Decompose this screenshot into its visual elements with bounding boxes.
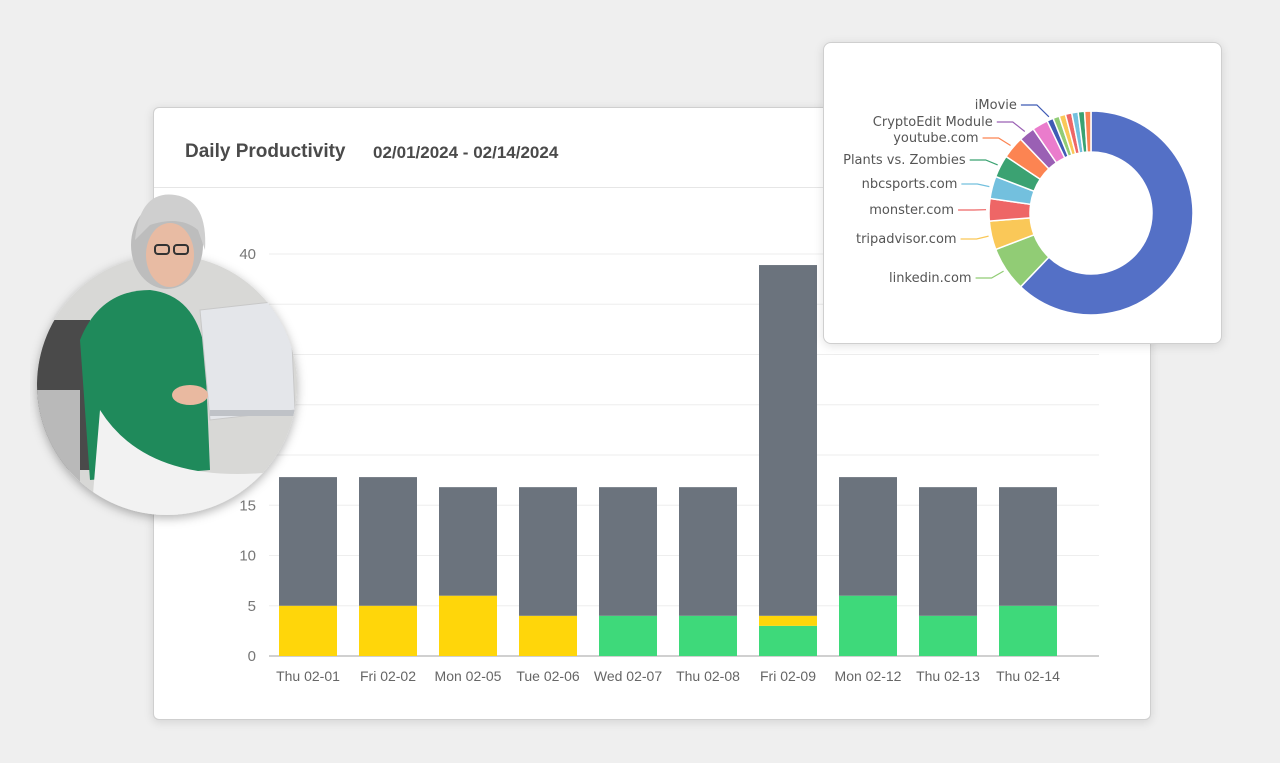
- app-usage-donut-card: linkedin.com tripadvisor.com monster.com nb…: [823, 42, 1222, 344]
- date-range[interactable]: 02/01/2024 - 02/14/2024: [373, 143, 559, 162]
- x-tick-label: Mon 02-05: [435, 668, 502, 684]
- user-photo: [37, 194, 297, 515]
- x-tick-label: Thu 02-08: [676, 668, 740, 684]
- slice-label: CryptoEdit Module: [873, 115, 993, 130]
- bar-segment[interactable]: [839, 477, 897, 596]
- slice-label: iMovie: [975, 98, 1017, 113]
- label-leader-line: [1020, 104, 1050, 118]
- label-leader-line: [960, 235, 989, 240]
- y-tick-label: 5: [248, 598, 256, 615]
- bar-segment[interactable]: [359, 477, 417, 606]
- x-tick-label: Wed 02-07: [594, 668, 662, 684]
- bar-segment[interactable]: [599, 487, 657, 616]
- bar-segment[interactable]: [679, 487, 737, 616]
- x-tick-label: Thu 02-14: [996, 668, 1060, 684]
- donut-chart: linkedin.com tripadvisor.com monster.com nb…: [843, 98, 1194, 316]
- y-tick-label: 10: [239, 548, 256, 565]
- slice-label: youtube.com: [893, 131, 978, 146]
- bar-segment[interactable]: [599, 615, 657, 656]
- bar-segment[interactable]: [679, 615, 737, 656]
- bar-segment[interactable]: [279, 605, 337, 656]
- bar-segment[interactable]: [999, 605, 1057, 656]
- x-tick-label: Tue 02-06: [516, 668, 580, 684]
- bar-chart: 0 5 10 15 40 Thu 02-01 Fri 02-02 Mon 02-05 Tue 0…: [239, 246, 1099, 684]
- divider: [154, 187, 1150, 188]
- slice-label: linkedin.com: [889, 271, 972, 286]
- x-tick-label: Thu 02-13: [916, 668, 980, 684]
- bar-segment[interactable]: [439, 595, 497, 656]
- bar-segment[interactable]: [439, 487, 497, 596]
- x-tick-label: Mon 02-12: [835, 668, 902, 684]
- bar-segment[interactable]: [839, 595, 897, 656]
- bar-segment[interactable]: [999, 487, 1057, 606]
- bar-segment[interactable]: [919, 487, 977, 616]
- slice-label: monster.com: [869, 203, 954, 218]
- x-tick-label: Thu 02-01: [276, 668, 340, 684]
- donut-slice[interactable]: [1083, 110, 1092, 153]
- bar-segment[interactable]: [759, 625, 817, 656]
- y-tick-label: 40: [239, 246, 256, 263]
- slice-label: Plants vs. Zombies: [843, 153, 966, 168]
- y-tick-label: 15: [239, 497, 256, 514]
- bar-segment[interactable]: [919, 615, 977, 656]
- label-leader-line: [969, 159, 998, 166]
- bar-segment[interactable]: [759, 265, 817, 616]
- label-leader-line: [975, 270, 1004, 279]
- bar-segment[interactable]: [759, 615, 817, 626]
- bar-segment[interactable]: [519, 487, 577, 616]
- bar-segment[interactable]: [279, 477, 337, 606]
- label-leader-line: [996, 121, 1026, 132]
- slice-label: tripadvisor.com: [856, 232, 957, 247]
- label-leader-line: [982, 137, 1011, 147]
- slice-label: nbcsports.com: [862, 177, 958, 192]
- x-tick-label: Fri 02-02: [360, 668, 416, 684]
- label-leader-line: [961, 183, 990, 188]
- bar-segment[interactable]: [359, 605, 417, 656]
- chart-title: Daily Productivity: [185, 141, 346, 162]
- bar-segment[interactable]: [519, 615, 577, 656]
- x-tick-label: Fri 02-09: [760, 668, 816, 684]
- donut-slice[interactable]: [1019, 110, 1194, 316]
- y-tick-label: 0: [248, 648, 256, 665]
